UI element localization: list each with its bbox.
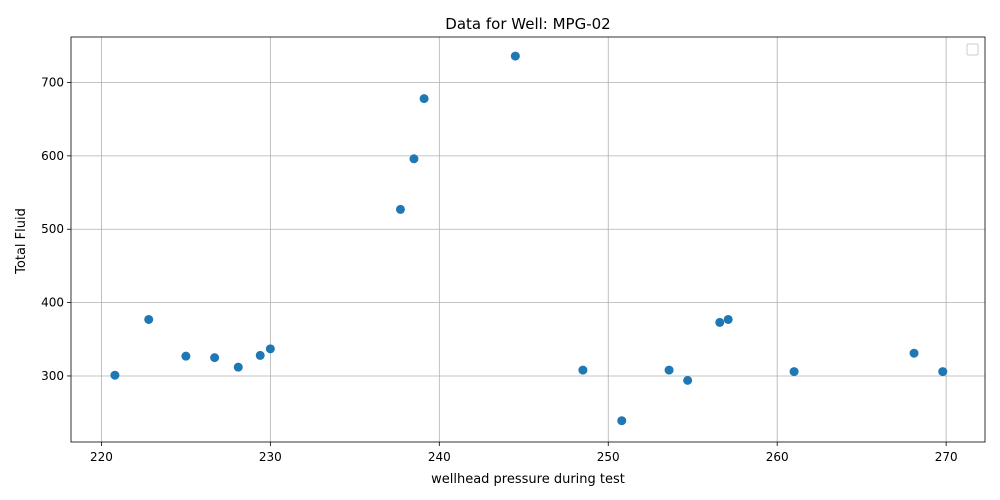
x-tick-label: 220 <box>90 450 113 464</box>
data-point <box>395 204 405 214</box>
data-point <box>181 351 191 361</box>
data-point <box>723 314 733 324</box>
data-point <box>265 344 275 354</box>
data-point <box>110 370 120 380</box>
data-point <box>409 154 419 164</box>
data-point <box>210 353 220 363</box>
x-tick-label: 230 <box>259 450 282 464</box>
x-axis-ticks: 220 230 240 250 260 270 <box>90 442 958 464</box>
data-point <box>578 365 588 375</box>
data-point <box>938 367 948 377</box>
data-point <box>909 348 919 358</box>
y-tick-label: 500 <box>41 222 64 236</box>
x-tick-label: 240 <box>428 450 451 464</box>
y-axis-title: Total Fluid <box>14 208 29 275</box>
data-point <box>715 317 725 327</box>
data-point <box>419 94 429 104</box>
legend-box <box>966 43 979 56</box>
plot-frame <box>70 36 986 443</box>
data-point <box>789 367 799 377</box>
data-point <box>144 314 154 324</box>
data-point <box>664 365 674 375</box>
data-point <box>233 362 243 372</box>
y-tick-label: 700 <box>41 75 64 89</box>
data-point <box>510 51 520 61</box>
y-tick-label: 400 <box>41 296 64 310</box>
y-axis-ticks: 300 400 500 600 700 <box>41 75 71 383</box>
x-tick-label: 260 <box>766 450 789 464</box>
x-tick-label: 270 <box>935 450 958 464</box>
grid <box>71 37 985 442</box>
y-tick-label: 600 <box>41 149 64 163</box>
data-point <box>617 416 627 426</box>
data-point <box>683 375 693 385</box>
y-tick-label: 300 <box>41 369 64 383</box>
data-points <box>110 51 948 426</box>
x-tick-label: 250 <box>597 450 620 464</box>
x-axis-title: wellhead pressure during test <box>431 472 625 487</box>
data-point <box>255 350 265 360</box>
chart-title: Data for Well: MPG-02 <box>445 15 610 33</box>
